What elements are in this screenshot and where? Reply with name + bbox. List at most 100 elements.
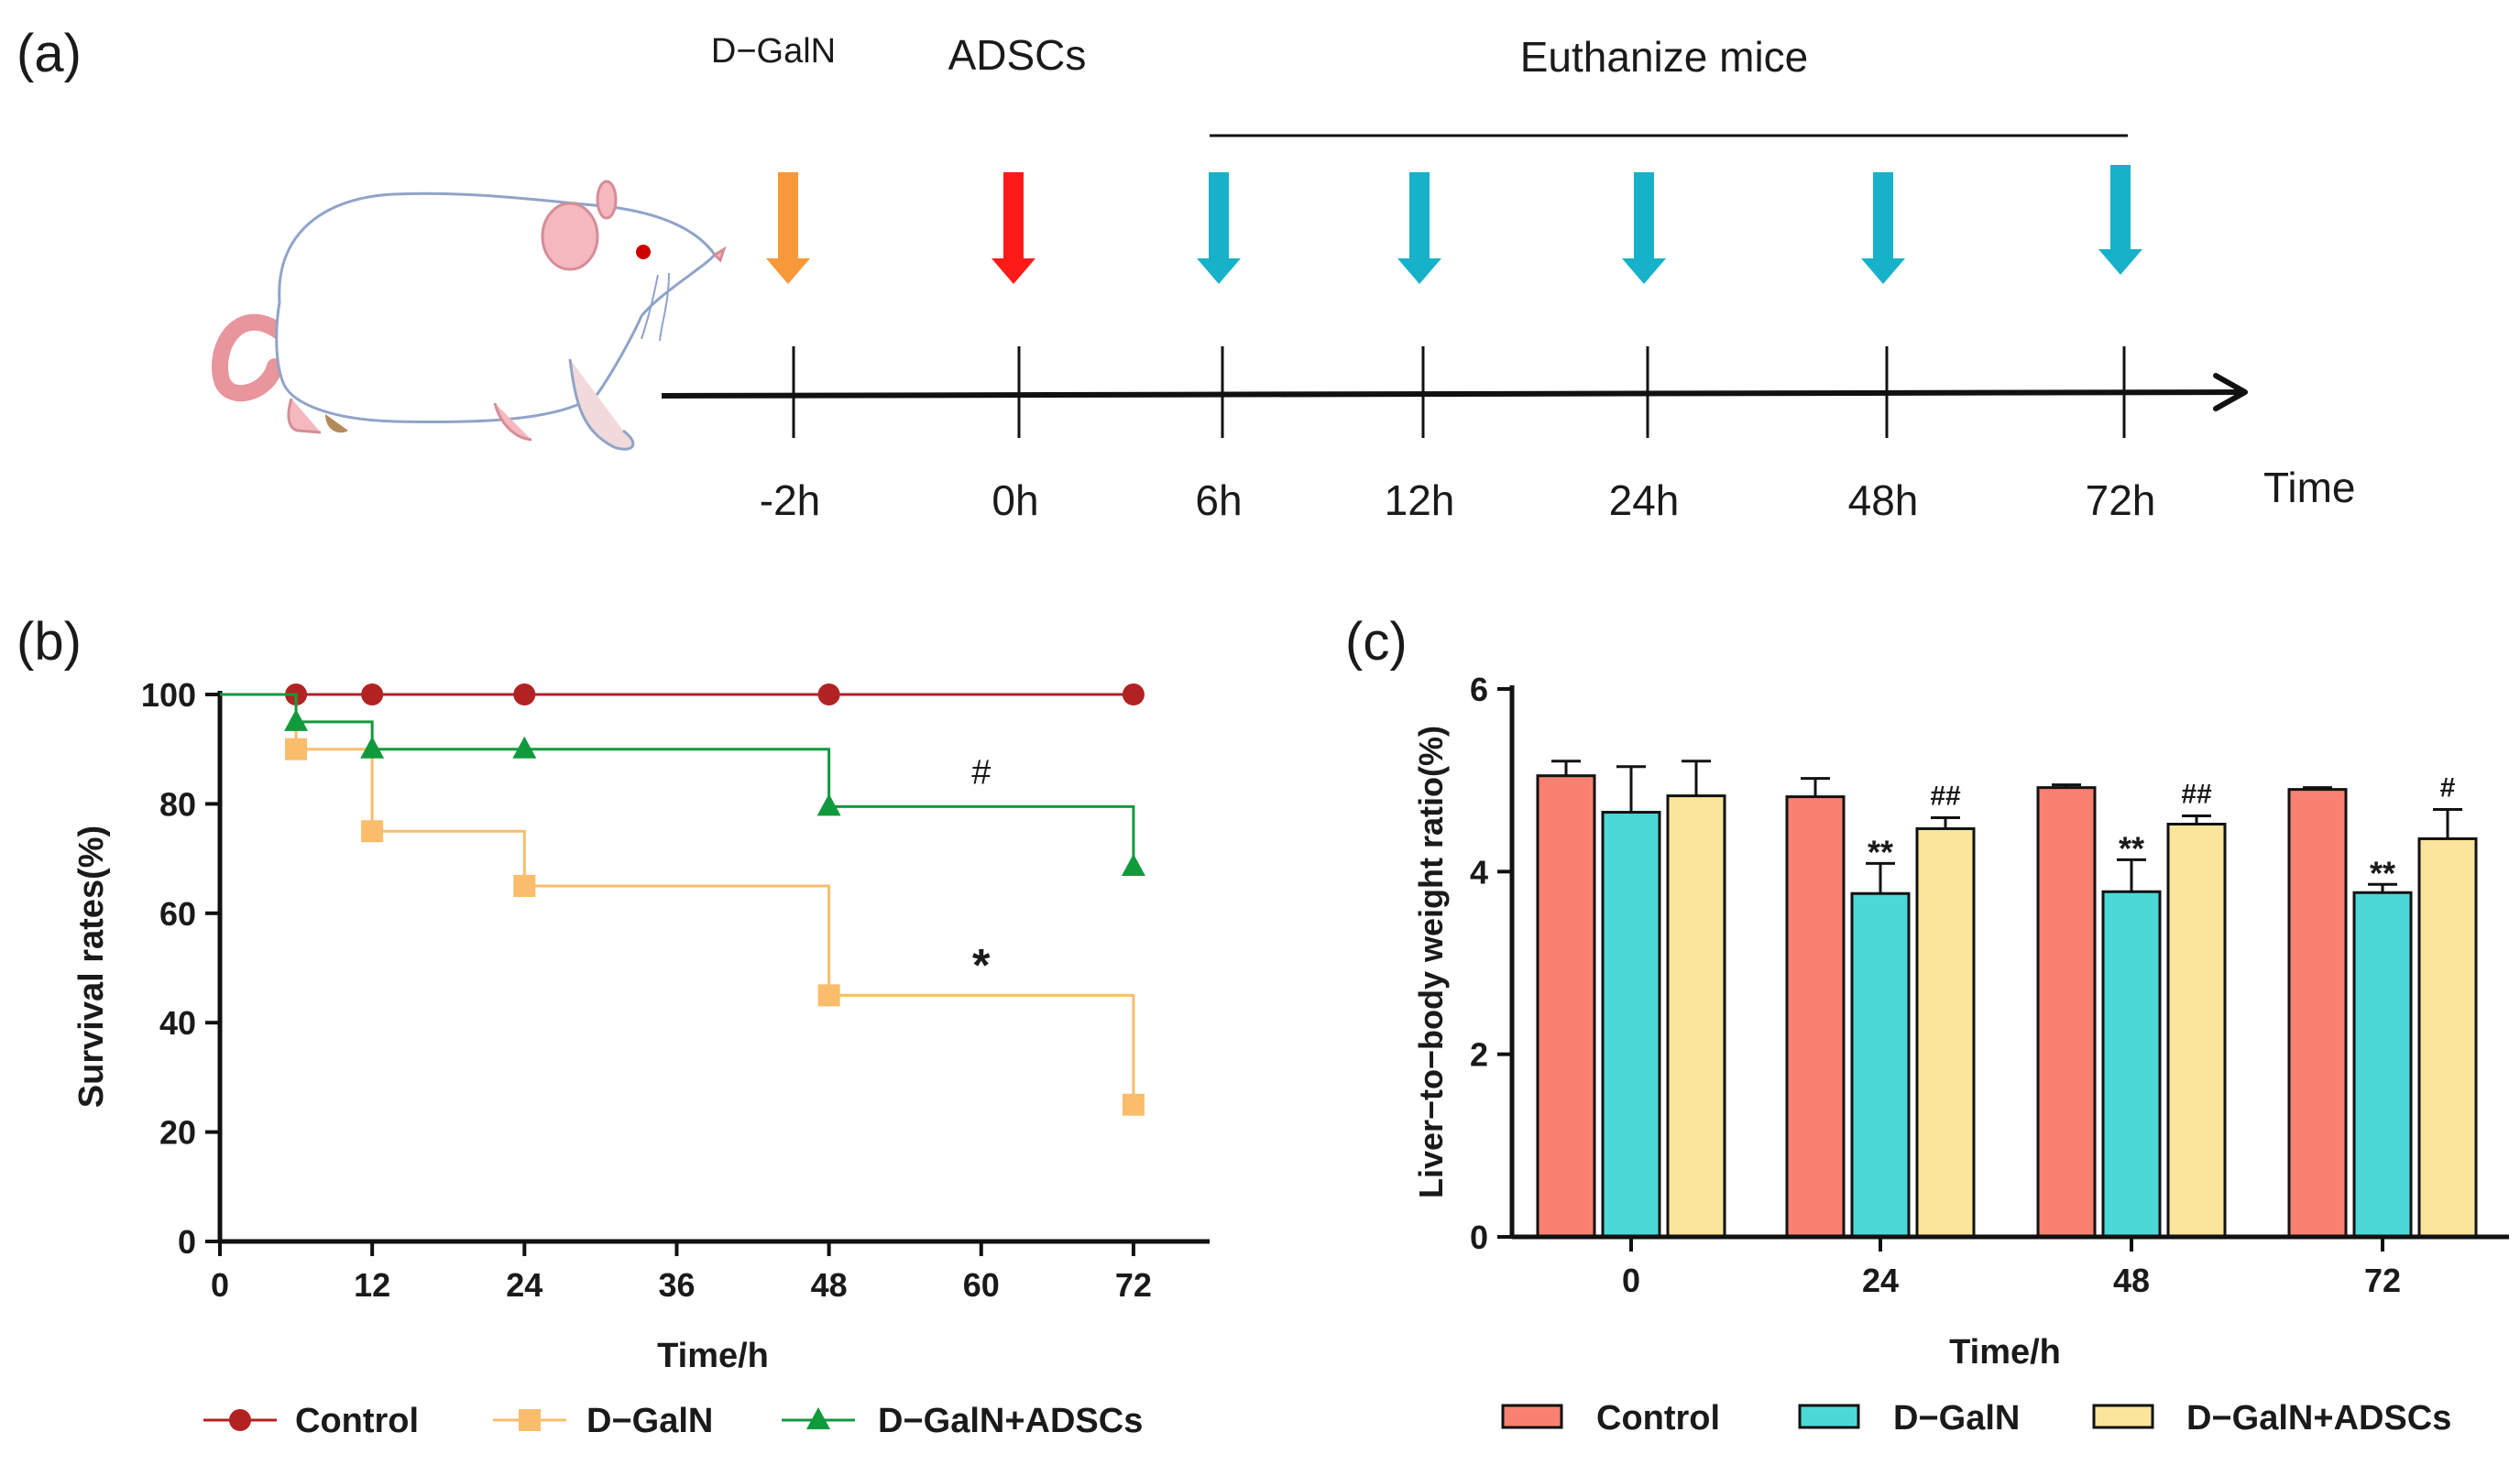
data-point	[1122, 683, 1145, 705]
series-line	[220, 693, 1135, 1105]
legend-item: D−GalN	[493, 1402, 713, 1440]
data-point	[513, 874, 536, 897]
down-arrow-icon	[766, 172, 810, 284]
x-tick-label: 0	[1622, 1262, 1640, 1299]
liver-ratio-x-axis-title: Time/h	[1949, 1333, 2061, 1372]
significance-mark: *	[972, 940, 991, 991]
x-tick-label: 72	[2364, 1262, 2401, 1299]
y-tick-label: 0	[1470, 1219, 1488, 1256]
series-line	[220, 693, 1135, 868]
series-d-galn-adscs	[220, 693, 1145, 877]
bar	[1666, 794, 1726, 1239]
survival-y-axis-title: Survival rates(%)	[72, 825, 111, 1108]
data-point	[1122, 1093, 1145, 1116]
significance-mark: #	[971, 754, 991, 793]
legend-label: Control	[295, 1402, 419, 1440]
x-tick-label: 12	[354, 1266, 390, 1304]
bar-group-24: ** ##	[1785, 777, 1976, 1239]
legend-item: Control	[203, 1402, 419, 1440]
data-point	[817, 683, 840, 705]
x-tick-label: 48	[2113, 1262, 2150, 1299]
survival-chart: 0 20 40 60 80 100 0 12 24 36 48 60 72 # *	[141, 676, 1210, 1304]
timeline-arrowhead-icon	[2213, 373, 2248, 411]
legend-label: D−GalN+ADSCs	[2186, 1399, 2451, 1438]
survival-legend: Control D−GalN D−GalN+ADSCs	[203, 1402, 1143, 1440]
data-point	[284, 708, 309, 731]
bar	[1601, 811, 1661, 1239]
timeline-tick-label: 12h	[1385, 476, 1455, 524]
bar	[2101, 890, 2162, 1239]
data-point	[816, 793, 841, 816]
legend-item: Control	[1501, 1399, 1720, 1438]
x-tick-label: 0	[211, 1266, 229, 1304]
legend-label: D−GalN	[1893, 1399, 2020, 1438]
bar-group-72: ** #	[2287, 773, 2478, 1239]
legend-marker	[519, 1409, 541, 1431]
x-tick-label: 60	[963, 1266, 1000, 1304]
y-tick-label: 100	[141, 676, 196, 714]
down-arrow-icon	[1197, 172, 1241, 284]
bar	[1536, 774, 1596, 1239]
legend-label: D−GalN+ADSCs	[878, 1402, 1143, 1440]
timeline-tick-label: 24h	[1609, 476, 1680, 524]
legend-item: D−GalN+ADSCs	[2092, 1399, 2451, 1438]
down-arrow-icon	[1622, 172, 1666, 284]
significance-mark: ##	[1930, 782, 1961, 812]
down-arrow-icon	[1397, 172, 1441, 284]
y-tick-label: 2	[1470, 1036, 1488, 1074]
legend-item: D−GalN	[1798, 1399, 2020, 1438]
significance-mark: **	[1868, 833, 1893, 870]
data-point	[512, 736, 537, 759]
legend-item: D−GalN+ADSCs	[782, 1402, 1143, 1440]
data-point	[361, 683, 384, 705]
legend-swatch	[2092, 1404, 2154, 1429]
y-tick-label: 6	[1470, 671, 1488, 708]
data-point	[1121, 854, 1145, 877]
liver-ratio-y-axis-title: Liver−to−body weight ratio(%)	[1412, 726, 1450, 1198]
event-label-dgaln: D−GalN	[711, 32, 836, 71]
y-tick-label: 40	[159, 1004, 196, 1042]
x-tick-label: 48	[811, 1266, 848, 1304]
bar	[1915, 826, 1976, 1239]
series-d-galn	[220, 693, 1145, 1116]
liver-ratio-legend: Control D−GalN D−GalN+ADSCs	[1501, 1399, 2451, 1438]
legend-marker	[806, 1407, 830, 1429]
bar	[1785, 795, 1846, 1239]
significance-mark: ##	[2181, 780, 2212, 810]
x-tick-label: 36	[658, 1266, 695, 1304]
bar	[2166, 823, 2227, 1239]
mouse-illustration	[212, 180, 727, 451]
survival-x-axis-title: Time/h	[657, 1337, 769, 1375]
bar-group-0	[1536, 760, 1726, 1239]
timeline-tick-label: 0h	[992, 476, 1038, 524]
significance-mark: **	[2370, 854, 2395, 891]
timeline-axis-label: Time	[2263, 464, 2356, 511]
bar	[2036, 786, 2097, 1239]
y-tick-label: 60	[159, 895, 196, 933]
legend-swatch	[1798, 1404, 1860, 1429]
legend-swatch	[1501, 1404, 1563, 1429]
down-arrow-icon	[1861, 172, 1905, 284]
down-arrow-icon	[2098, 165, 2142, 275]
panel-a: (a) D−GalN ADSCs Euthanize mice -2h 0h 6h 1…	[16, 24, 2356, 524]
data-point	[817, 984, 840, 1007]
legend-label: D−GalN	[586, 1402, 713, 1440]
y-tick-label: 20	[159, 1114, 196, 1152]
legend-label: Control	[1596, 1399, 1720, 1438]
x-tick-label: 24	[506, 1266, 542, 1304]
panel-a-label: (a)	[16, 24, 82, 83]
y-tick-label: 80	[159, 785, 196, 823]
panel-c-label: (c)	[1345, 612, 1408, 672]
series-control	[220, 683, 1145, 705]
timeline-tick-label: 48h	[1848, 476, 1919, 524]
legend-marker	[229, 1409, 251, 1431]
timeline-tick-label: 6h	[1195, 476, 1242, 524]
panel-b: (b) 0 20 40 60 80 100 0 12 24 36 48 60 72 # * Survival…	[16, 612, 1210, 1440]
significance-mark: **	[2119, 829, 2144, 867]
y-tick-label: 4	[1470, 853, 1488, 891]
data-point	[360, 736, 385, 759]
y-tick-label: 0	[178, 1223, 196, 1261]
panel-b-label: (b)	[16, 612, 82, 672]
